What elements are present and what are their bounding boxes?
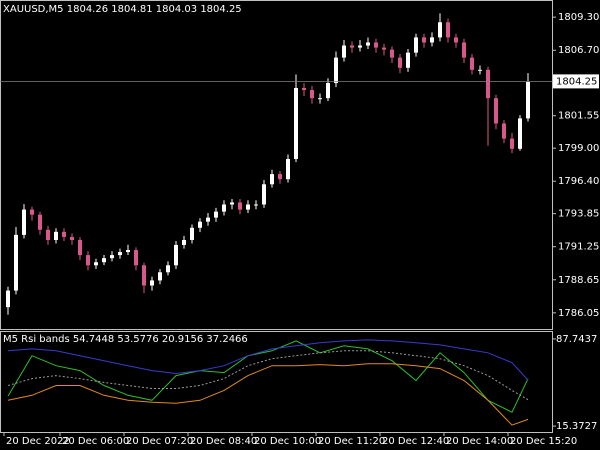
candle-body [414,37,418,53]
candle-body [174,244,178,266]
x-tick-label: 20 Dec 10:00 [254,436,321,447]
candle-body [134,250,138,266]
indicator-line [7,339,529,381]
candle-body [390,49,394,58]
candle-body [142,265,146,286]
candle-body [318,98,322,100]
candle-body [238,202,242,210]
indicator-header: M5 Rsi bands 54.7448 53.5776 20.9156 37.… [3,334,248,345]
candle-body [342,45,346,58]
candle-body [278,174,282,180]
candle-body [438,22,442,38]
candle-body [206,217,210,222]
candle-body [14,234,18,291]
y-tick-label: 1791.25 [558,242,599,253]
indicator-line [7,363,529,426]
candle-body [70,236,74,240]
candle-body [302,88,306,91]
candle-body [294,88,298,159]
indicator-line [7,350,529,401]
main-panel-border [0,0,553,330]
y-tick-label: 87.7437 [556,334,597,345]
candle-body [454,37,458,43]
candle-body [94,262,98,266]
y-tick-label: 1799.00 [558,143,599,154]
y-tick-label: 1801.55 [558,111,599,122]
x-tick-label: 20 Dec 2022 [6,436,70,447]
candle-body [118,252,122,256]
y-tick-label: 1806.70 [558,45,599,56]
y-tick-label: 1809.30 [558,12,599,23]
candle-body [46,229,50,240]
candle-body [310,90,314,99]
x-tick-label: 20 Dec 06:00 [62,436,129,447]
y-tick-label: 15.3727 [556,421,597,432]
candle-body [6,290,10,308]
candle-body [198,221,202,228]
candle-body [286,158,290,180]
candle-body [494,98,498,124]
candle-body [38,214,42,230]
x-tick-label: 20 Dec 11:20 [318,436,385,447]
candle-body [86,255,90,266]
candle-body [254,204,258,206]
candle-body [350,45,354,48]
candle-body [150,280,154,286]
candle-body [366,42,370,46]
candle-body [230,202,234,205]
candle-body [486,69,490,99]
candle-body [190,227,194,240]
candle-body [430,37,434,43]
candle-body [30,209,34,215]
candle-body [358,45,362,48]
candle-body [222,204,226,212]
x-tick-label: 20 Dec 15:20 [510,436,577,447]
candle-body [54,231,58,240]
candle-body [462,42,466,58]
candle-body [326,83,330,99]
candle-body [78,239,82,256]
x-tick-label: 20 Dec 12:40 [382,436,449,447]
candle-body [22,209,26,235]
symbol-header: XAUUSD,M5 1804.26 1804.81 1804.03 1804.2… [3,4,242,15]
candle-body [62,231,66,237]
y-tick-label: 1788.65 [558,275,599,286]
candle-body [158,272,162,281]
y-tick-label: 1796.40 [558,176,599,187]
indicator-panel-border [0,331,553,433]
current-price-label: 1804.25 [556,76,597,87]
candle-body [126,250,130,253]
y-tick-label: 1786.05 [558,308,599,319]
x-tick-label: 20 Dec 14:00 [446,436,513,447]
candle-body [382,47,386,50]
y-tick-label: 1793.85 [558,209,599,220]
candle-body [334,57,338,84]
candle-body [262,184,266,205]
candle-body [102,258,106,263]
candle-body [214,211,218,218]
candle-body [398,57,402,68]
candle-body [446,22,450,38]
candle-body [422,37,426,43]
candle-body [510,138,514,149]
candle-body [374,42,378,48]
candle-body [518,118,522,149]
candle-body [246,204,250,210]
candle-body [270,174,274,185]
candle-body [526,82,530,119]
candle-body [470,57,474,70]
candle-body [182,239,186,245]
indicator-line [7,340,529,413]
candle-body [406,52,410,68]
x-tick-label: 20 Dec 07:20 [126,436,193,447]
current-price-box [553,74,599,89]
candle-body [166,265,170,273]
x-tick-label: 20 Dec 08:40 [190,436,257,447]
candle-body [110,255,114,259]
candle-body [502,123,506,139]
candle-body [478,69,482,71]
